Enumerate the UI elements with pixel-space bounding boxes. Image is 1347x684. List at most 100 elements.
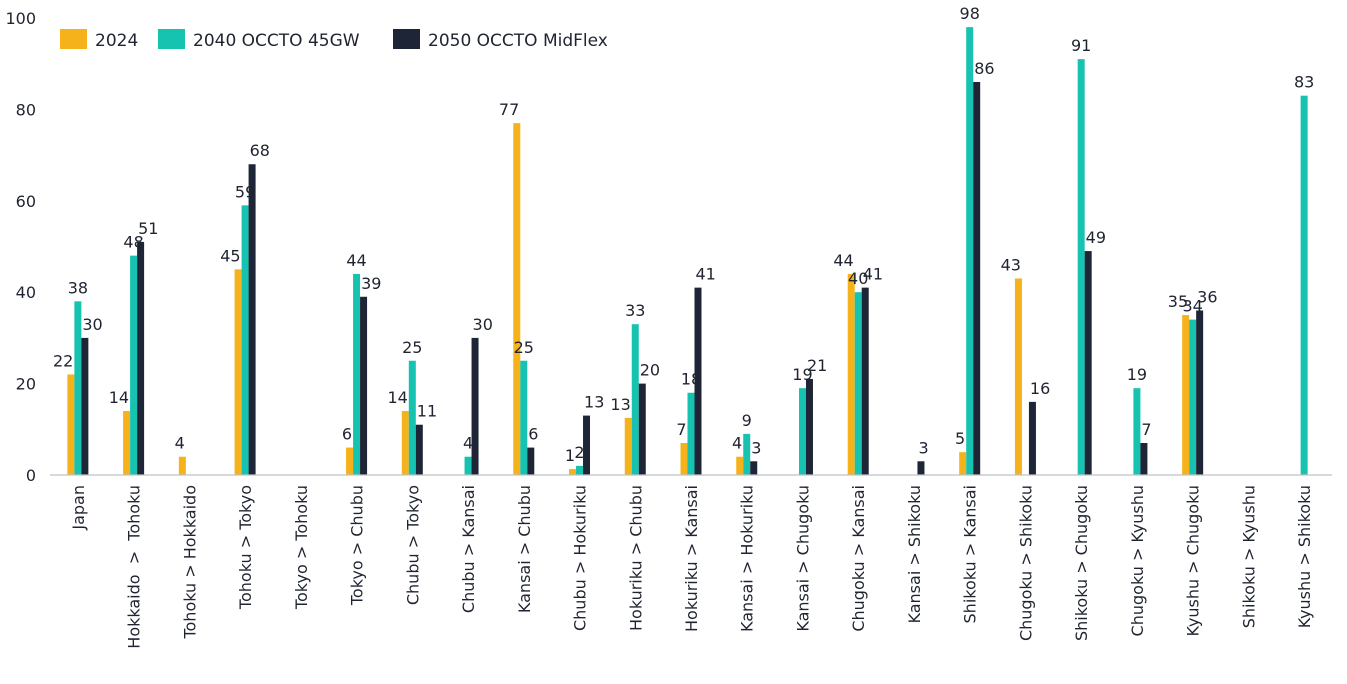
data-label: 59 <box>235 182 255 201</box>
data-label: 19 <box>792 365 812 384</box>
bar <box>687 392 695 475</box>
bar <box>415 424 423 475</box>
data-label: 21 <box>807 356 827 375</box>
bar <box>624 417 632 475</box>
data-label: 3 <box>918 438 928 457</box>
y-tick-label: 40 <box>16 283 36 302</box>
data-label: 4 <box>175 434 185 453</box>
bar <box>805 379 813 475</box>
bar <box>353 273 361 475</box>
bars <box>67 27 1308 476</box>
category-label: Chugoku > Kansai <box>849 485 868 632</box>
data-label: 25 <box>402 338 422 357</box>
y-tick-label: 80 <box>16 100 36 119</box>
category-label: Kansai > Chubu <box>515 485 534 613</box>
data-label: 11 <box>417 402 437 421</box>
category-label: Tohoku > Tokyo <box>236 485 255 610</box>
data-label: 13 <box>584 393 604 412</box>
category-labels: Japan Hokkaido > Tohoku Tohoku > Hokkaido T… <box>69 485 1314 649</box>
data-label: 98 <box>960 4 980 23</box>
data-label: 77 <box>499 100 519 119</box>
bar <box>861 287 869 475</box>
bar <box>1014 278 1022 475</box>
bar <box>471 337 479 475</box>
data-label: 44 <box>833 251 853 270</box>
category-label: Chubu > Kansai <box>459 485 478 613</box>
category-label: Kansai > Chugoku <box>793 485 812 632</box>
data-label: 30 <box>473 315 493 334</box>
bar <box>1300 95 1308 475</box>
legend: 2024 2040 OCCTO 45GW 2050 OCCTO MidFlex <box>60 29 608 51</box>
data-label: 25 <box>514 338 534 357</box>
data-label: 1 <box>565 446 575 465</box>
data-label: 6 <box>342 425 352 444</box>
legend-label: 2040 OCCTO 45GW <box>193 31 360 51</box>
data-label: 22 <box>53 351 73 370</box>
data-label: 86 <box>974 59 994 78</box>
bar <box>1133 388 1141 475</box>
data-label: 3 <box>751 438 761 457</box>
bar <box>241 205 249 475</box>
category-label: Chubu > Hokuriku <box>571 485 590 631</box>
category-label: Kyushu > Shikoku <box>1295 485 1314 628</box>
category-label: Kansai > Shikoku <box>905 485 924 623</box>
data-label: 35 <box>1168 292 1188 311</box>
data-label: 45 <box>220 246 240 265</box>
bar <box>583 415 591 475</box>
data-label: 34 <box>1182 297 1202 316</box>
bar <box>847 273 855 475</box>
category-label: Tohoku > Hokkaido <box>180 485 199 640</box>
category-label: Tokyo > Chubu <box>348 485 367 606</box>
bar <box>123 411 131 475</box>
bar <box>248 164 256 476</box>
bar <box>408 360 416 475</box>
bar <box>360 296 368 475</box>
data-label: 36 <box>1197 287 1217 306</box>
category-label: Chugoku > Kyushu <box>1128 485 1147 636</box>
category-label: Hokkaido > Tohoku <box>125 485 144 649</box>
bar <box>1077 59 1085 475</box>
data-label: 13 <box>610 395 630 414</box>
bar <box>631 324 639 475</box>
bar <box>798 388 806 475</box>
category-label: Shikoku > Kansai <box>961 485 980 623</box>
category-label: Japan <box>69 485 88 531</box>
data-label: 2 <box>574 443 584 462</box>
data-label: 5 <box>955 429 965 448</box>
bar <box>1182 315 1190 475</box>
y-tick-label: 60 <box>16 192 36 211</box>
category-label: Hokuriku > Kansai <box>682 485 701 632</box>
data-label: 19 <box>1127 365 1147 384</box>
data-label: 33 <box>625 301 645 320</box>
bar <box>638 383 646 475</box>
data-label: 38 <box>68 278 88 297</box>
data-label: 7 <box>676 420 686 439</box>
bar <box>178 456 186 475</box>
data-label: 18 <box>681 370 701 389</box>
data-label: 14 <box>109 388 129 407</box>
bar <box>346 447 354 475</box>
category-label: Shikoku > Kyushu <box>1239 485 1258 628</box>
data-label: 30 <box>82 315 102 334</box>
category-label: Chubu > Tokyo <box>403 485 422 605</box>
legend-label: 2024 <box>95 31 138 51</box>
legend-swatch <box>393 29 420 49</box>
bar <box>959 452 967 475</box>
bar <box>680 443 688 475</box>
legend-swatch <box>158 29 185 49</box>
bar <box>1028 401 1036 475</box>
bar <box>401 411 409 475</box>
bar <box>569 469 577 475</box>
bar <box>750 461 758 475</box>
category-label: Hokuriku > Chubu <box>626 485 645 631</box>
bar <box>130 255 138 475</box>
data-label: 39 <box>361 274 381 293</box>
category-label: Tokyo > Tohoku <box>292 485 311 610</box>
bar <box>234 269 242 475</box>
data-label: 83 <box>1294 73 1314 92</box>
bar <box>1140 443 1148 475</box>
y-axis-ticks: 0 20 40 60 80 100 <box>5 9 36 485</box>
data-label: 68 <box>250 141 270 160</box>
data-label: 4 <box>463 434 473 453</box>
